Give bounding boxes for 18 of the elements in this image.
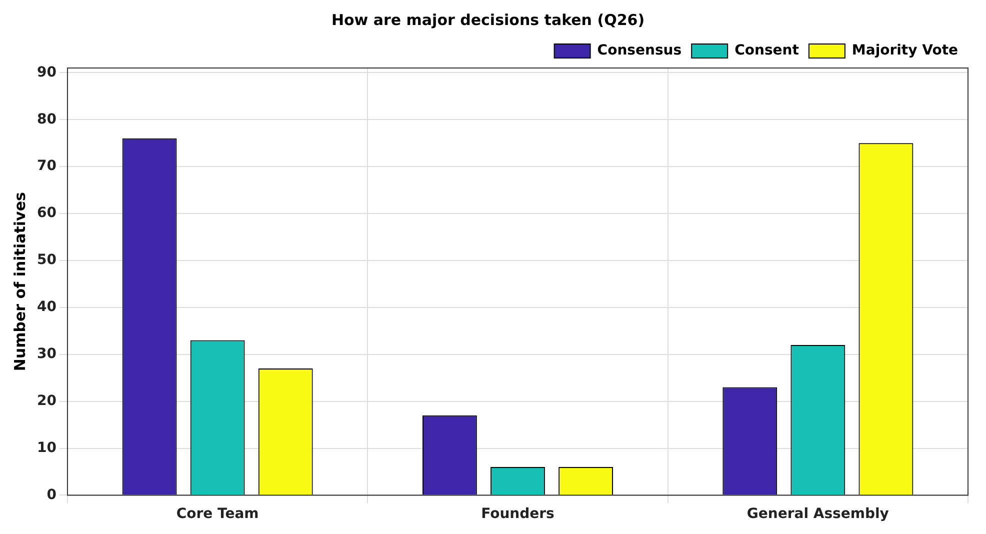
y-tick-label: 60	[37, 205, 57, 222]
y-tick-label: 20	[37, 392, 57, 409]
y-tick-label: 90	[37, 64, 57, 80]
y-tick-label: 30	[37, 346, 57, 362]
legend-label: Majority Vote	[852, 42, 958, 59]
x-tick-label: Founders	[481, 506, 554, 522]
legend-label: Consent	[734, 42, 800, 59]
x-tick-label: Core Team	[176, 506, 259, 522]
y-tick-label: 10	[37, 440, 57, 456]
y-axis-title: Number of initiatives	[10, 192, 29, 372]
y-tick-label: 50	[37, 252, 57, 268]
x-tick-label: General Assembly	[746, 506, 889, 522]
y-tick-label: 80	[37, 111, 57, 128]
y-tick-label: 70	[37, 158, 57, 174]
chart-title: How are major decisions taken (Q26)	[331, 10, 645, 29]
y-tick-label: 40	[37, 299, 57, 316]
legend-label: Consensus	[597, 42, 682, 59]
y-tick-label: 0	[46, 486, 57, 503]
